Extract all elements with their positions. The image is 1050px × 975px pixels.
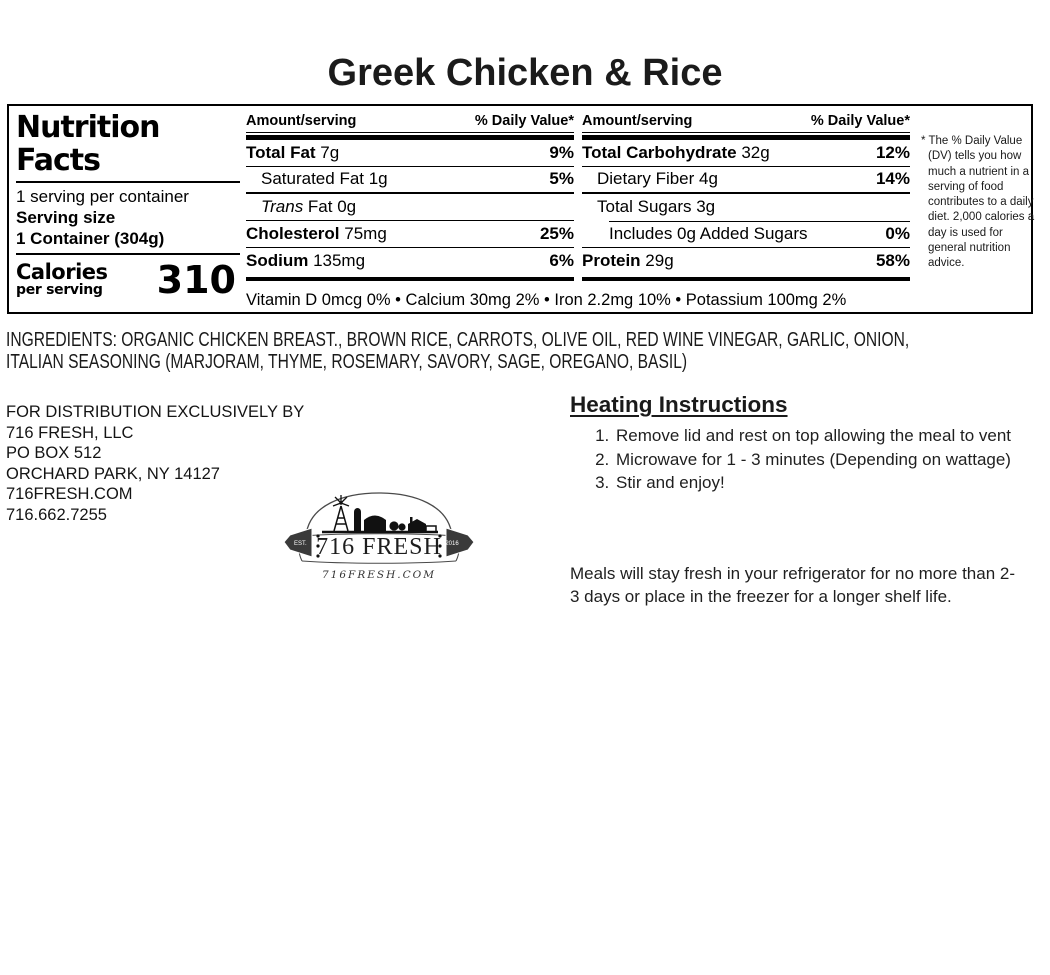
logo-dome-outline (305, 492, 453, 537)
nutrition-facts-title: Nutrition Facts (16, 111, 240, 177)
farm-logo-graphic: EST. 2016 (283, 492, 475, 581)
row-total-carbohydrate: Total Carbohydrate 32g 12% (582, 140, 910, 167)
calories-sublabel: per serving (16, 282, 103, 298)
ingredients-statement: INGREDIENTS: ORGANIC CHICKEN BREAST., BR… (6, 329, 1043, 373)
logo-est-text: EST. (294, 541, 307, 547)
column-header: Amount/serving % Daily Value* (582, 112, 910, 133)
thick-rule (246, 276, 574, 281)
distributor-line: 716.662.7255 (6, 505, 107, 524)
heating-instructions: Heating Instructions Remove lid and rest… (570, 392, 1020, 495)
calories-value: 310 (156, 258, 236, 302)
row-added-sugars: Includes 0g Added Sugars 0% (582, 220, 910, 248)
amount-header: Amount/serving (582, 113, 693, 129)
logo-website-text: 716FRESH.COM (322, 569, 436, 581)
divider (16, 253, 240, 255)
row-protein: Protein 29g 58% (582, 251, 910, 270)
amount-header: Amount/serving (246, 113, 357, 129)
right-ribbon (445, 527, 475, 558)
distributor-line: FOR DISTRIBUTION EXCLUSIVELY BY (6, 403, 305, 421)
row-cholesterol: Cholesterol 75mg 25% (246, 221, 574, 248)
nutrition-column-left: Amount/serving % Daily Value* Total Fat … (246, 112, 574, 281)
barn-icon (354, 508, 386, 532)
brand-logo: EST. 2016 (282, 484, 476, 586)
tree-icon (398, 523, 406, 531)
thick-rule (582, 276, 910, 281)
storage-note: Meals will stay fresh in your refrigerat… (570, 564, 1016, 606)
distributor-line: ORCHARD PARK, NY 14127 (6, 464, 220, 483)
nutrition-facts-header-block: Nutrition Facts 1 serving per container … (16, 111, 240, 302)
ingredients-line2: ITALIAN SEASONING (MARJORAM, THYME, ROSE… (6, 350, 688, 373)
heating-step: Stir and enjoy! (614, 471, 1020, 495)
logo-year-text: 2016 (445, 541, 459, 547)
daily-value-header: % Daily Value* (474, 113, 574, 129)
row-dietary-fiber: Dietary Fiber 4g 14% (582, 167, 910, 194)
row-trans-fat: Trans Fat 0g (246, 194, 574, 221)
thick-rule (246, 135, 574, 140)
heating-steps-list: Remove lid and rest on top allowing the … (570, 424, 1020, 495)
column-header: Amount/serving % Daily Value* (246, 112, 574, 133)
windmill-icon (332, 495, 350, 532)
row-total-sugars: Total Sugars 3g (597, 197, 716, 216)
distributor-line: PO BOX 512 (6, 444, 102, 462)
distributor-line: 716 FRESH, LLC (6, 423, 134, 442)
left-ribbon (283, 527, 313, 558)
row-saturated-fat: Saturated Fat 1g 5% (246, 167, 574, 194)
daily-value-footnote: * The % Daily Value (DV) tells you how m… (921, 135, 1035, 270)
nutrition-column-right: Amount/serving % Daily Value* Total Carb… (582, 112, 910, 281)
serving-size-label: Serving size (16, 208, 116, 227)
shed-icon (408, 517, 437, 533)
calories-row: Calories per serving 310 (16, 258, 240, 302)
row-total-fat: Total Fat 7g 9% (246, 140, 574, 167)
logo-brand-name: 716 FRESH (316, 534, 442, 560)
heating-instructions-title: Heating Instructions (570, 392, 788, 417)
tree-icon (389, 521, 399, 531)
heating-step: Remove lid and rest on top allowing the … (614, 424, 1020, 448)
calories-label-block: Calories per serving (16, 262, 108, 298)
page-title: Greek Chicken & Rice (327, 52, 723, 94)
nutrition-facts-title-line2: Facts (16, 143, 101, 178)
daily-value-header: % Daily Value* (810, 113, 910, 129)
divider (16, 181, 240, 183)
ingredients-line1: INGREDIENTS: ORGANIC CHICKEN BREAST., BR… (6, 329, 910, 351)
decorative-dots (316, 534, 442, 558)
distributor-line: 716FRESH.COM (6, 485, 133, 503)
serving-size-value: 1 Container (304g) (16, 229, 165, 248)
micronutrients-line: Vitamin D 0mcg 0% • Calcium 30mg 2% • Ir… (246, 291, 847, 309)
distributor-info: FOR DISTRIBUTION EXCLUSIVELY BY 716 FRES… (6, 402, 304, 525)
row-sodium: Sodium 135mg 6% (246, 251, 574, 270)
nutrition-facts-title-line1: Nutrition (16, 110, 160, 145)
thick-rule (582, 135, 910, 140)
nutrition-facts-panel: Nutrition Facts 1 serving per container … (7, 104, 1034, 314)
heating-step: Microwave for 1 - 3 minutes (Depending o… (614, 448, 1020, 472)
calories-label: Calories (16, 260, 108, 284)
servings-per-container: 1 serving per container (16, 187, 189, 206)
